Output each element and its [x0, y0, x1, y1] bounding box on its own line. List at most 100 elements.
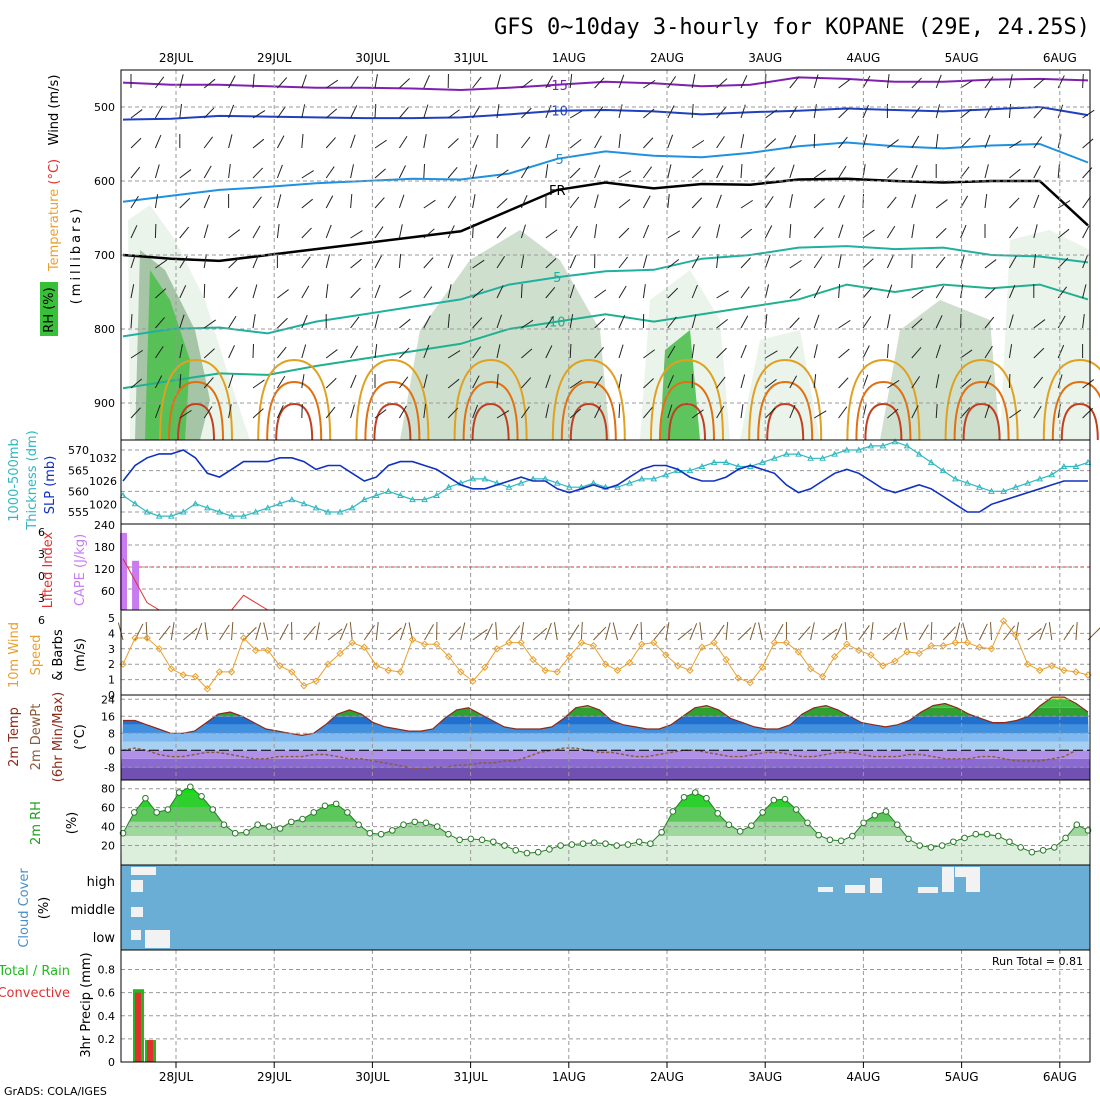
wind-speed-marker: [722, 655, 730, 664]
thickness-marker: [758, 458, 766, 465]
wind-barb: [276, 194, 282, 209]
y-tick-label: 4: [108, 627, 115, 640]
precip-convective-bar: [147, 1040, 153, 1062]
rh-marker: [994, 832, 1002, 840]
date-labels-bottom: 28JUL 29JUL 30JUL 31JUL 1AUG 2AUG 3AUG 4AUG 5AUG…: [159, 1062, 1077, 1084]
wind-barb: [642, 224, 650, 239]
wind-barb: [569, 74, 573, 89]
wind-barb: [277, 317, 288, 329]
wind-barb: [740, 134, 745, 149]
wind-barb: [984, 105, 993, 119]
wind-barb: [130, 225, 138, 239]
wind-speed-marker: [215, 668, 224, 676]
wind-speed-marker: [939, 642, 947, 650]
cloud-background: [121, 865, 1090, 950]
wind-barb: [691, 197, 703, 209]
temperature-contour: [122, 76, 1089, 92]
rh-marker: [389, 827, 396, 834]
wind-barb: [758, 622, 763, 641]
rh-shading: [1000, 230, 1090, 440]
date-label: 28JUL: [159, 51, 194, 65]
wind-barb: [520, 195, 528, 209]
wind-barb: [813, 344, 818, 359]
wind-barb: [520, 165, 530, 179]
wind-barb: [423, 199, 436, 209]
wind-barb: [911, 224, 915, 239]
wind-barb: [1008, 255, 1017, 269]
wind-barb: [423, 257, 434, 269]
wind-barb: [716, 405, 725, 419]
wind-barb: [228, 75, 236, 89]
warm-temperature-contour: [177, 402, 215, 441]
wind-barb: [203, 348, 215, 359]
thickness-marker: [951, 475, 959, 482]
rh-band: [121, 793, 1090, 808]
y-tick-label: 0.2: [98, 1033, 116, 1046]
wind-barb: [375, 622, 379, 641]
wind-barb: [765, 378, 777, 389]
rh-marker: [467, 835, 475, 843]
wind-barb: [228, 404, 232, 419]
wind-speed-marker: [625, 658, 634, 667]
wind-barb: [822, 628, 838, 641]
run-total-label: Run Total = 0.81: [992, 955, 1083, 968]
wind-barb: [894, 622, 902, 641]
wind-speed-marker: [481, 663, 489, 671]
y-tick-label-left: 570: [68, 444, 89, 457]
temp-band: [121, 767, 1090, 780]
wind-10m-panel: 0 1 2 3 4 5: [108, 609, 1100, 702]
rh-marker: [220, 821, 228, 829]
rh-marker: [635, 838, 643, 846]
wind-barb: [545, 164, 549, 179]
precip-convective-label: Convective: [0, 986, 70, 1001]
wind-barb: [545, 286, 556, 299]
rh-marker: [489, 838, 497, 846]
rh-band: [121, 836, 1090, 865]
wind-speed-line: [122, 620, 1089, 690]
wind-barb: [691, 409, 704, 419]
wind-barb: [496, 226, 507, 239]
wind-barb: [423, 134, 427, 149]
thickness-marker: [722, 458, 730, 465]
wind-barb: [252, 254, 259, 269]
cloud-clear-patch: [131, 907, 143, 917]
warm-temperature-contour: [766, 402, 805, 441]
rh-marker: [433, 823, 441, 830]
wind-barb: [301, 344, 307, 359]
wind-barb: [838, 136, 848, 149]
thickness-marker: [662, 471, 670, 478]
y-tick-label-left: 560: [68, 485, 89, 498]
wind-barb: [716, 254, 719, 269]
wind-barb: [325, 284, 329, 299]
thickness-marker: [192, 500, 199, 507]
wind-barb: [130, 284, 135, 299]
wind-barb: [667, 404, 673, 419]
date-label: 6AUG: [1043, 1070, 1077, 1084]
wind-barb: [960, 378, 972, 389]
thickness-marker: [505, 483, 513, 490]
wind-barb: [580, 621, 583, 641]
warm-temperature-contour: [266, 380, 323, 441]
contour-label: -5: [551, 153, 564, 168]
y-tick-label-left: 565: [68, 465, 89, 478]
wind-barb: [765, 350, 778, 359]
wind-barb: [716, 224, 721, 239]
wind-barb: [301, 170, 314, 179]
wind-barb: [1033, 347, 1045, 359]
rh-legend-swatch: [40, 282, 58, 336]
wind-barb: [911, 106, 921, 119]
rh-marker: [299, 815, 306, 823]
panel-labels: (millibars) Wind (m/s) Temperature (°C) RH …: [0, 75, 94, 1058]
wind-barb: [813, 104, 817, 119]
wind-barb: [886, 255, 894, 269]
temp-band: [121, 758, 1090, 768]
wind-barb: [569, 255, 577, 269]
rh-marker: [792, 806, 800, 813]
temperature-contour: [122, 177, 1089, 263]
upper-air-panel: -15 -10 -5 FR 5 10 500 600 700 800 900: [94, 69, 1100, 441]
wind-barb: [677, 628, 693, 641]
rh-marker: [198, 793, 205, 800]
wind-barb: [838, 348, 850, 359]
rh-marker: [175, 789, 183, 796]
thickness-marker: [565, 483, 573, 490]
